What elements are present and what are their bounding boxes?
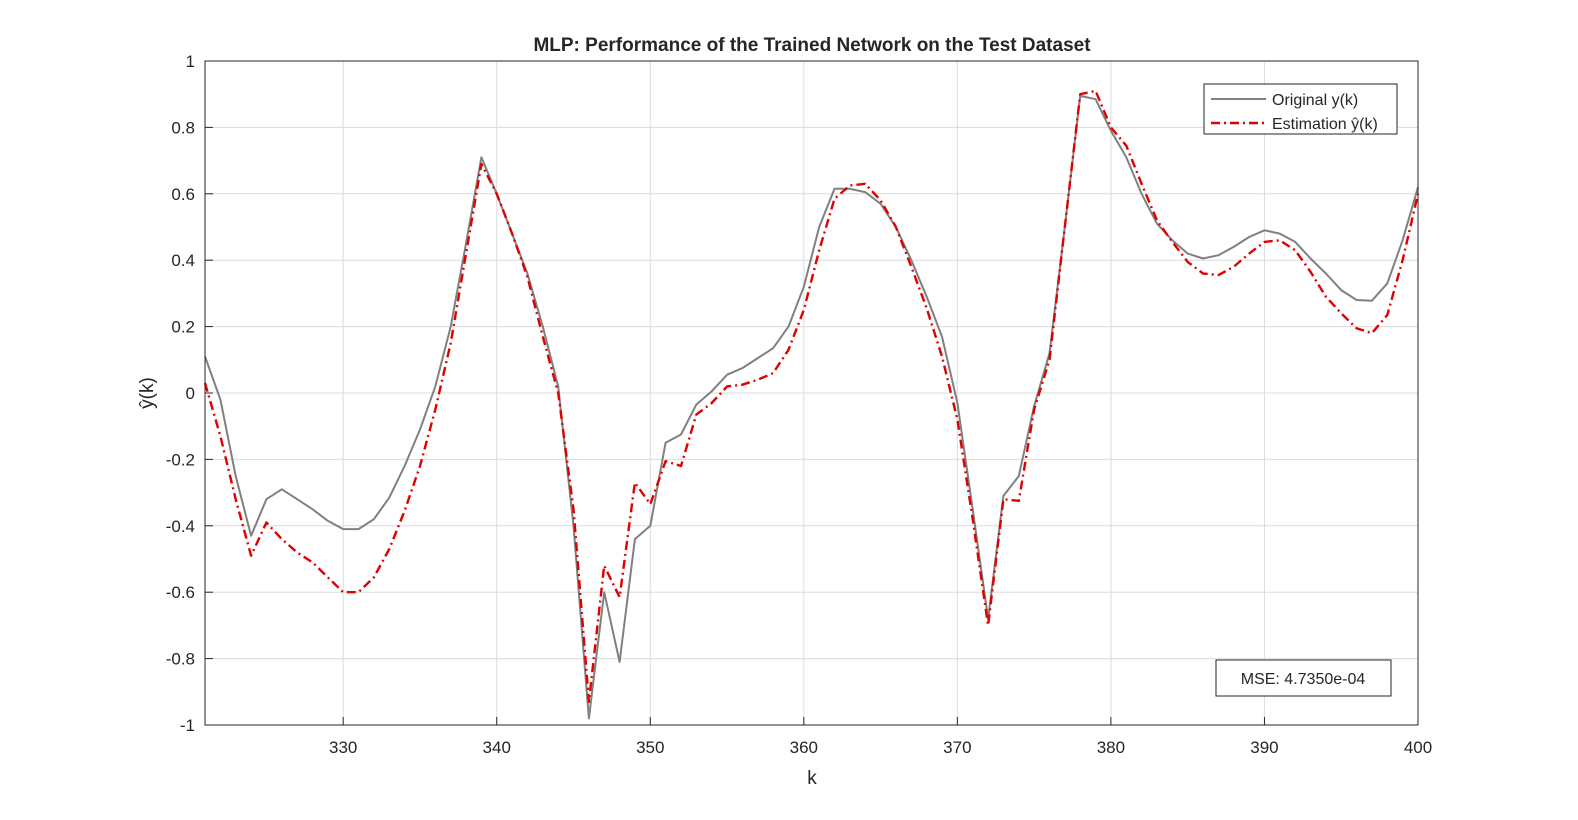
series-line-original — [204, 94, 1419, 720]
legend-label-original: Original y(k) — [1272, 92, 1358, 109]
y-tick-label: -0.6 — [166, 583, 195, 602]
legend-box — [1203, 83, 1398, 135]
x-tick-label: 330 — [329, 738, 357, 757]
mse-box — [1215, 659, 1392, 697]
y-tick-label: 0.2 — [171, 318, 195, 337]
x-axis-label: k — [807, 768, 817, 789]
axis-ticks: 330 340 350 360 370 380 390 400 -1 -0.8 -0.6 -0.4 -0… — [166, 52, 1432, 757]
y-tick-label: 0.6 — [171, 185, 195, 204]
y-tick-label: 0.8 — [171, 118, 195, 137]
mse-text: MSE: 4.7350e-04 — [1241, 671, 1366, 688]
y-tick-label: -0.4 — [166, 517, 195, 536]
chart-title: MLP: Performance of the Trained Network … — [533, 35, 1091, 56]
legend: Original y(k) Estimation ŷ(k) — [1203, 83, 1398, 135]
y-tick-label: -0.2 — [166, 450, 195, 469]
y-tick-label: 0 — [186, 384, 195, 403]
x-tick-label: 350 — [636, 738, 664, 757]
y-tick-label: -1 — [180, 716, 195, 735]
x-tick-label: 390 — [1250, 738, 1278, 757]
x-tick-label: 400 — [1404, 738, 1432, 757]
series-line-estimation — [203, 89, 1420, 703]
y-tick-label: 0.4 — [171, 251, 195, 270]
series-layer — [203, 89, 1420, 720]
x-tick-label: 340 — [483, 738, 511, 757]
x-tick-label: 380 — [1097, 738, 1125, 757]
x-tick-label: 360 — [790, 738, 818, 757]
mse-annotation: MSE: 4.7350e-04 — [1215, 659, 1392, 697]
y-axis-label: ŷ(k) — [137, 377, 158, 409]
y-tick-label: 1 — [186, 52, 195, 71]
x-tick-label: 370 — [943, 738, 971, 757]
plot-border — [204, 60, 1419, 726]
y-tick-label: -0.8 — [166, 650, 195, 669]
legend-label-estimation: Estimation ŷ(k) — [1272, 116, 1378, 133]
